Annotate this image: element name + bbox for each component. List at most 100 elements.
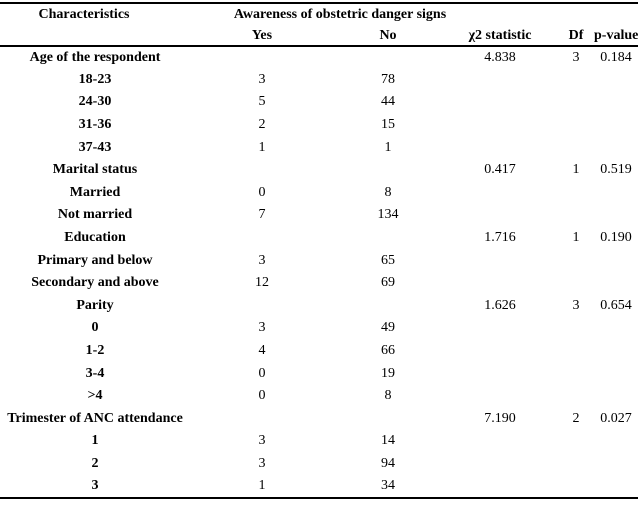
p-value: [594, 249, 638, 272]
characteristic-label: Age of the respondent: [29, 49, 161, 65]
chi2-value: [442, 362, 558, 385]
p-value: [594, 114, 638, 137]
table-header: Characteristics Awareness of obstetric d…: [0, 3, 638, 46]
characteristic-label: 31-36: [78, 117, 112, 133]
no-value: [334, 295, 442, 318]
statistics-table: Characteristics Awareness of obstetric d…: [0, 2, 638, 499]
characteristic-label: Trimester of ANC attendance: [7, 410, 183, 426]
df-value: [558, 362, 594, 385]
chi2-value: [442, 385, 558, 408]
p-value: [594, 430, 638, 453]
table-body: Age of the respondent 4.838 3 0.184 18-2…: [0, 46, 638, 498]
df-value: [558, 385, 594, 408]
yes-value: 1: [258, 139, 266, 155]
table-row: 31-36 2 15: [0, 114, 638, 137]
yes-value: 0: [258, 365, 266, 381]
characteristic-label: 1-2: [85, 343, 105, 359]
p-value: 0.519: [600, 162, 632, 178]
yes-value: 5: [258, 94, 266, 110]
df-value: 1: [572, 230, 580, 246]
no-value: 134: [377, 207, 399, 223]
table-row: 24-30 5 44: [0, 91, 638, 114]
chi2-value: [442, 453, 558, 476]
yes-value: 3: [258, 433, 266, 449]
df-value: 2: [572, 410, 580, 426]
p-value: 0.027: [600, 410, 632, 426]
df-value: [558, 69, 594, 92]
yes-value: 3: [258, 320, 266, 336]
characteristic-label: 1: [91, 433, 99, 449]
table-row: 0 3 49: [0, 317, 638, 340]
yes-value: 4: [258, 343, 266, 359]
no-value: 49: [381, 320, 395, 336]
header-no: No: [379, 27, 397, 43]
no-value: 19: [381, 365, 395, 381]
characteristic-label: 18-23: [78, 71, 112, 87]
p-value: [594, 182, 638, 205]
characteristic-label: 0: [91, 320, 99, 336]
table-row: Age of the respondent 4.838 3 0.184: [0, 46, 638, 69]
chi2-value: [442, 69, 558, 92]
header-row-columns: Yes No χ2 statistic Df p-value: [0, 26, 638, 46]
characteristic-label: Marital status: [52, 162, 138, 178]
no-value: 78: [381, 71, 395, 87]
header-df: Df: [568, 27, 584, 43]
df-value: [558, 91, 594, 114]
chi2-value: 1.626: [484, 297, 516, 313]
header-awareness-group: Awareness of obstetric danger signs: [190, 3, 446, 26]
df-value: [558, 453, 594, 476]
chi2-value: [442, 272, 558, 295]
characteristic-label: Secondary and above: [31, 275, 159, 291]
characteristic-label: Primary and below: [37, 252, 153, 268]
p-value: 0.184: [600, 49, 632, 65]
chi2-value: 4.838: [484, 49, 516, 65]
p-value: 0.654: [600, 297, 632, 313]
yes-value: 3: [258, 455, 266, 471]
header-awareness-label: Awareness of obstetric danger signs: [233, 7, 447, 22]
df-value: [558, 182, 594, 205]
characteristic-label: 37-43: [78, 139, 112, 155]
df-value: [558, 114, 594, 137]
yes-value: 0: [258, 184, 266, 200]
no-value: 44: [381, 94, 395, 110]
no-value: 14: [381, 433, 395, 449]
yes-value: 1: [258, 478, 266, 494]
p-value: 0.190: [600, 230, 632, 246]
characteristic-label: 2: [91, 455, 99, 471]
no-value: 94: [381, 455, 395, 471]
p-value: [594, 69, 638, 92]
p-value: [594, 204, 638, 227]
header-empty: [0, 26, 190, 46]
header-spacer-chi2: [442, 3, 558, 26]
df-value: 3: [572, 297, 580, 313]
yes-value: 7: [258, 207, 266, 223]
df-value: [558, 340, 594, 363]
table-row: Not married 7 134: [0, 204, 638, 227]
table-row: 1-2 4 66: [0, 340, 638, 363]
table-row: Secondary and above 12 69: [0, 272, 638, 295]
p-value: [594, 272, 638, 295]
characteristic-label: 3: [91, 478, 99, 494]
df-value: 3: [572, 49, 580, 65]
header-yes: Yes: [251, 27, 273, 43]
df-value: [558, 136, 594, 159]
table-row: Married 0 8: [0, 182, 638, 205]
table-row: 3 1 34: [0, 475, 638, 498]
table-row: Trimester of ANC attendance 7.190 2 0.02…: [0, 408, 638, 431]
characteristic-label: Not married: [57, 207, 133, 223]
chi2-value: 1.716: [484, 230, 516, 246]
chi2-value: [442, 114, 558, 137]
chi2-value: [442, 204, 558, 227]
no-value: 34: [381, 478, 395, 494]
no-value: 65: [381, 252, 395, 268]
chi2-value: [442, 475, 558, 498]
no-value: [334, 159, 442, 182]
header-spacer-df: [558, 3, 594, 26]
p-value: [594, 91, 638, 114]
characteristic-label: >4: [87, 388, 103, 404]
no-value: 1: [384, 139, 392, 155]
table-row: Primary and below 3 65: [0, 249, 638, 272]
chi2-value: [442, 430, 558, 453]
chi2-value: [442, 340, 558, 363]
